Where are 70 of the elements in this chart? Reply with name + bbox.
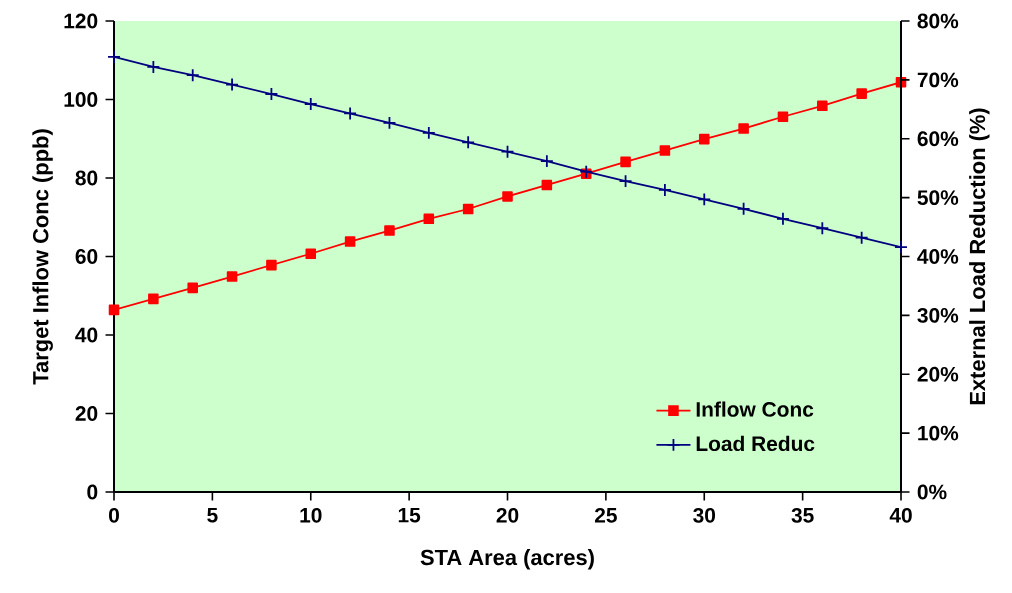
point [148,293,159,305]
y2-tick-label: 30% [917,307,959,323]
x-tick-label: 10 [300,507,322,523]
point [777,111,789,123]
y-tick-label: 100 [64,92,98,107]
point [226,271,238,282]
point [817,100,828,112]
point [776,211,790,226]
point [815,221,830,236]
point [461,135,476,150]
y-tick-label: 120 [64,13,98,29]
point [185,68,200,83]
y-axis-title: Target Inflow Conc (ppb) [32,129,53,385]
point [146,60,161,74]
y2-tick-label: 60% [917,131,959,147]
point [854,230,869,245]
y2-tick-label: 0% [917,484,947,500]
point [697,192,712,207]
y2-tick-label: 20% [917,366,959,382]
point [303,97,318,111]
y-tick-label: 40 [75,327,98,343]
point [384,225,395,236]
point [423,213,435,225]
x-tick-label: 15 [398,507,421,523]
legend-label: Load Reduc [696,435,815,452]
legend-label: Inflow Conc [696,401,814,417]
point [894,240,908,254]
y2-axis-title: External Load Reduction (%) [969,108,990,405]
x-tick-label: 5 [207,507,218,523]
point [539,154,554,168]
point [500,144,515,159]
y2-tick-label: 40% [917,249,959,264]
x-tick-label: 0 [109,507,119,523]
x-tick-label: 30 [693,507,716,523]
point [462,203,474,215]
point [344,236,356,247]
y-tick-label: 80 [75,170,98,186]
point [659,145,671,156]
point [305,248,317,260]
point [266,259,277,271]
point [658,183,672,197]
point [738,123,749,134]
y2-tick-label: 80% [917,13,959,29]
point [736,201,751,216]
point [343,106,357,121]
point [618,174,633,189]
x-tick-label: 20 [496,507,519,523]
point [421,125,436,140]
point [579,164,594,179]
x-tick-label: 40 [889,507,912,523]
y2-tick-label: 10% [918,425,959,441]
y2-tick-label: 70% [917,72,959,88]
point [382,115,397,130]
point [108,304,120,316]
point [107,50,121,64]
point [856,88,867,99]
x-tick-label: 25 [594,507,617,523]
y-tick-label: 0 [87,484,98,500]
x-axis-title: STA Area (acres) [420,549,594,570]
point [225,77,239,92]
y-tick-label: 20 [75,406,98,421]
point [264,87,279,101]
point [541,179,553,191]
point [502,191,513,202]
point [620,156,631,168]
x-tick-label: 35 [791,507,814,523]
point [187,282,198,294]
point [698,133,710,145]
y-tick-label: 60 [75,249,98,264]
y2-tick-label: 50% [917,190,959,206]
